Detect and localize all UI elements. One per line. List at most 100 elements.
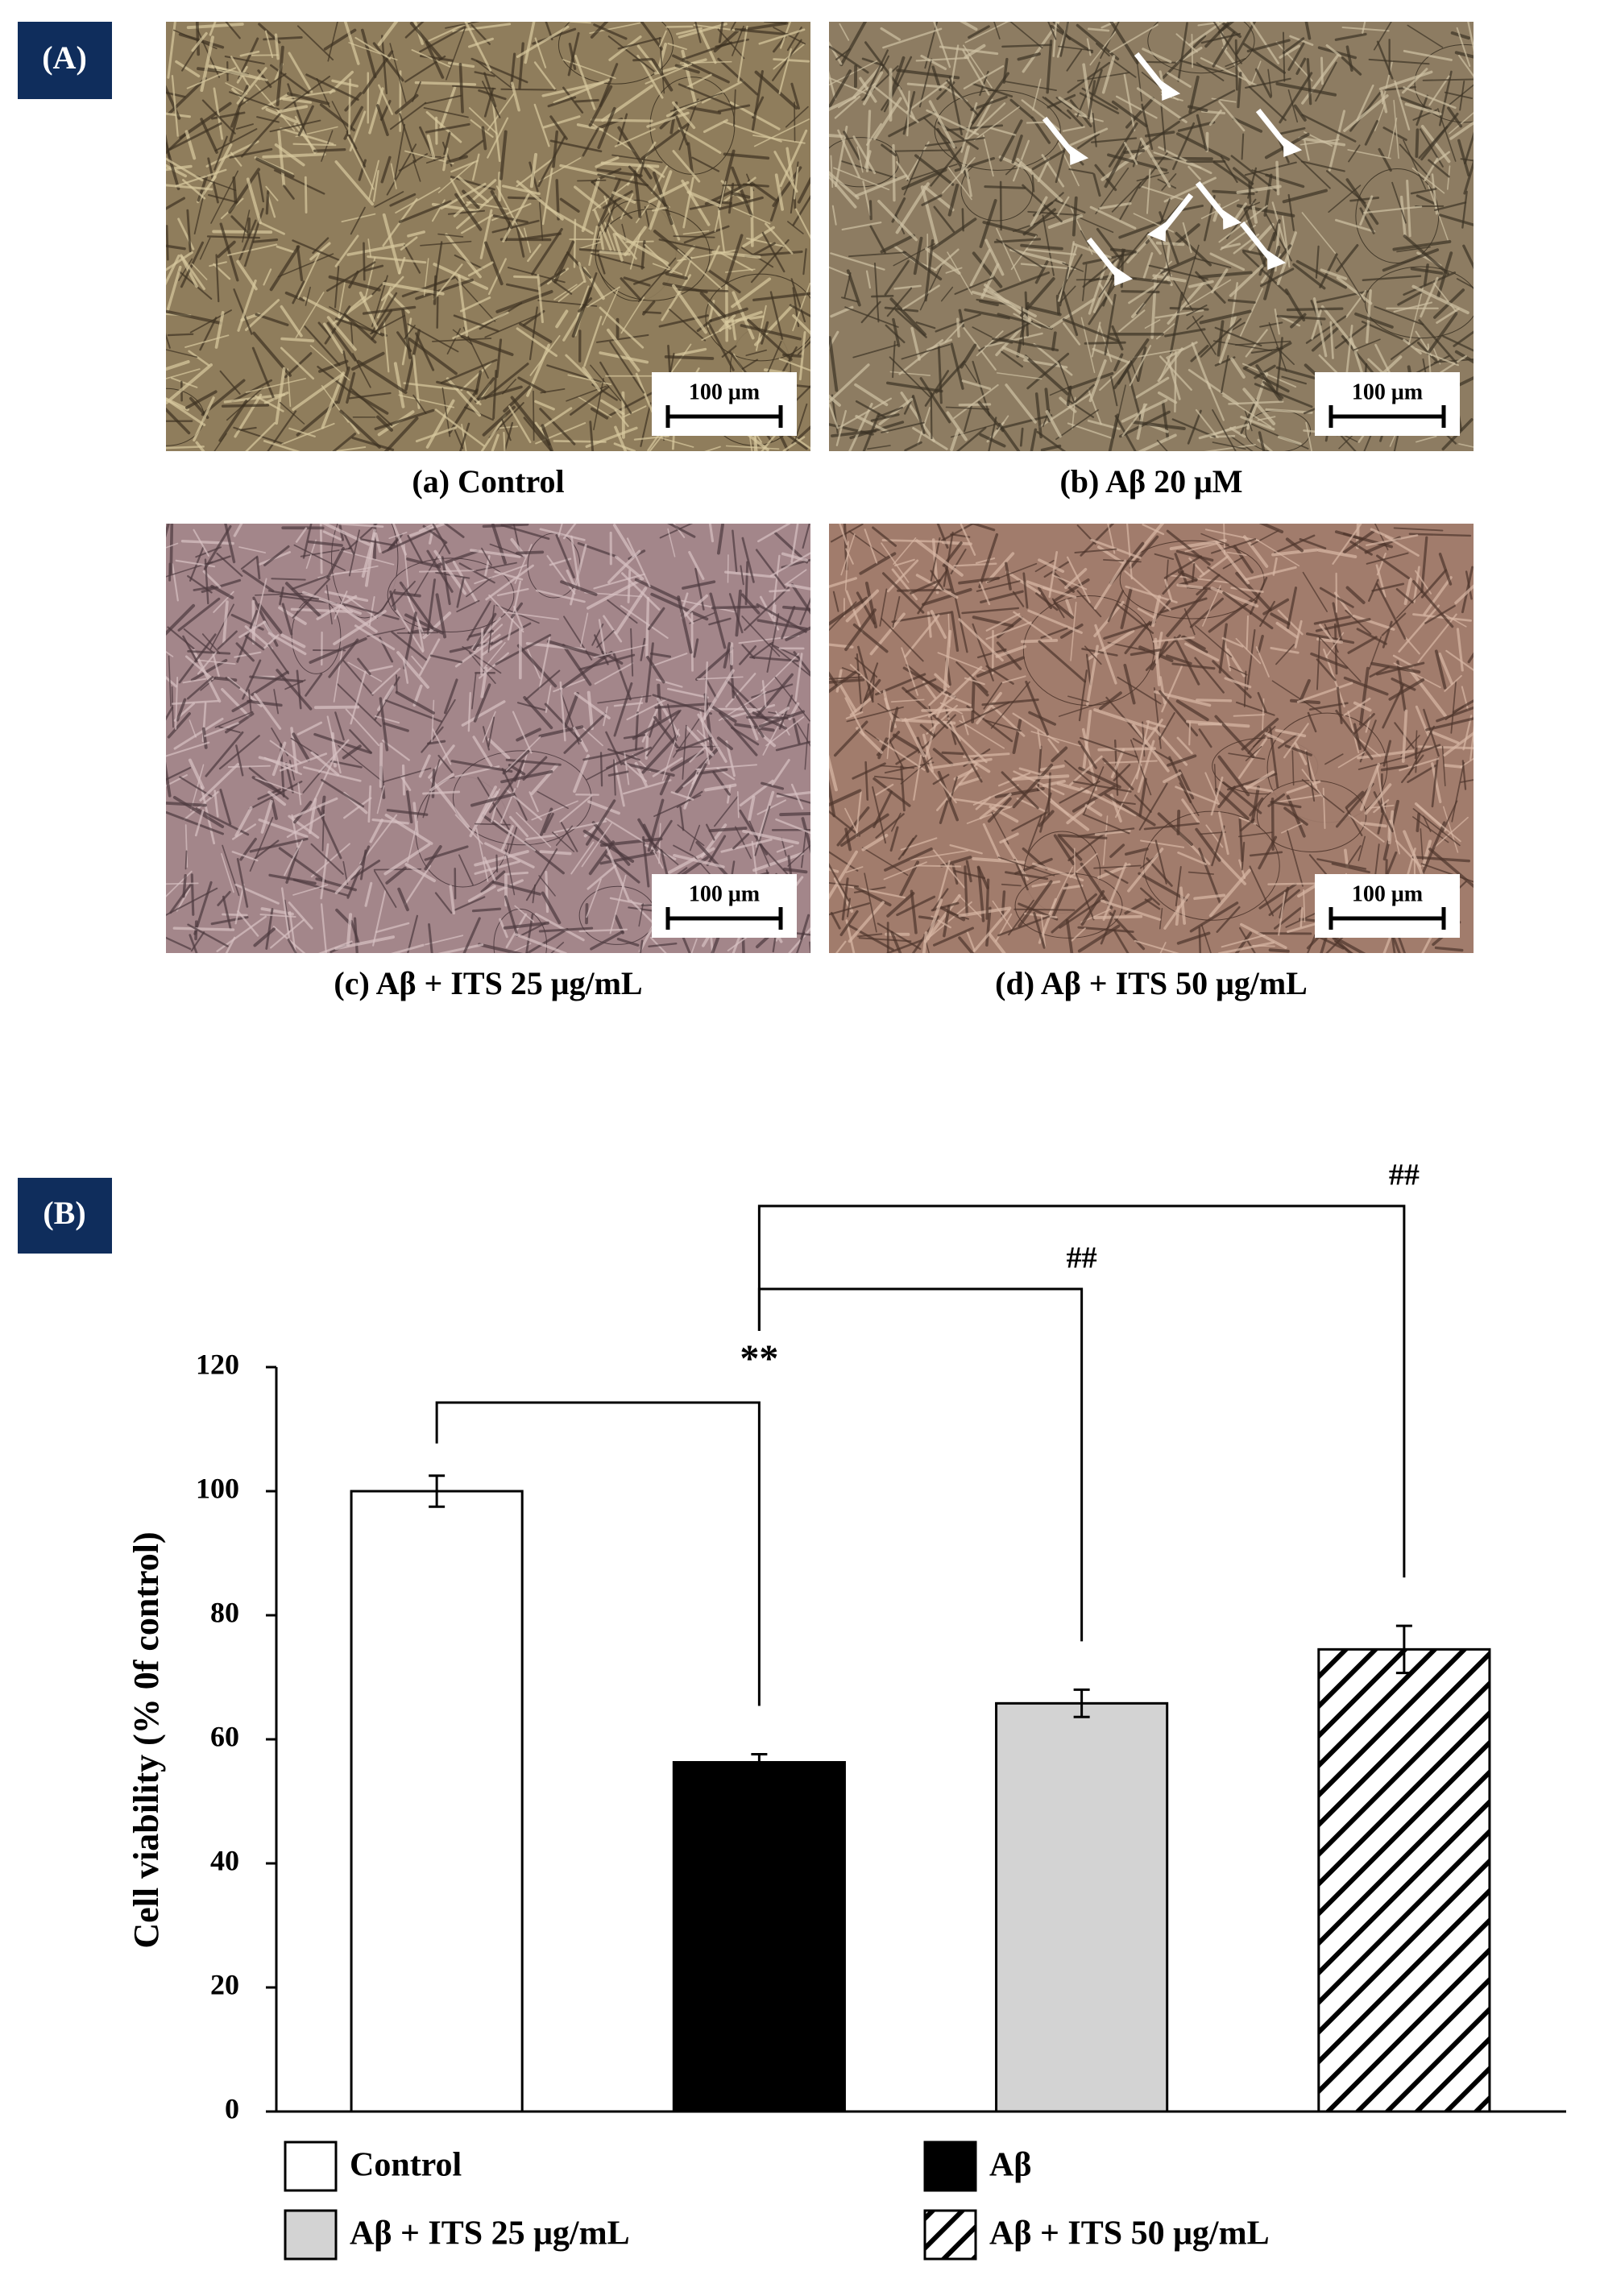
cell-stroke: [458, 139, 484, 160]
cell-stroke: [1275, 81, 1337, 97]
cell-stroke: [1403, 578, 1412, 606]
cell-stroke: [771, 759, 790, 786]
cell-stroke: [166, 761, 172, 798]
cell-stroke: [924, 762, 957, 804]
cell-stroke: [781, 552, 808, 562]
cell-stroke: [1107, 590, 1125, 623]
cell-stroke: [563, 712, 607, 754]
cell-stroke: [857, 933, 883, 938]
cell-stroke: [1186, 279, 1232, 308]
cell-stroke: [1177, 851, 1208, 865]
cell-stroke: [830, 911, 841, 930]
cell-stroke: [466, 391, 482, 406]
cell-stroke: [541, 891, 562, 925]
cell-stroke: [1221, 242, 1241, 250]
cell-stroke: [184, 824, 189, 868]
cell-stroke: [344, 92, 363, 112]
cell-stroke: [1420, 536, 1428, 594]
cell-stroke: [251, 776, 282, 794]
cell-stroke: [852, 344, 899, 358]
cell-stroke: [176, 888, 191, 912]
cell-stroke: [1264, 731, 1284, 744]
cell-stroke: [1420, 863, 1474, 883]
cell-stroke: [1058, 700, 1109, 717]
cell-stroke: [204, 558, 209, 605]
cell-stroke: [965, 168, 972, 197]
cell-stroke: [1138, 782, 1168, 831]
cell-stroke: [1384, 85, 1416, 91]
cell-stroke: [984, 238, 1005, 276]
arrow-head: [1146, 222, 1167, 242]
error-bar: [1395, 1624, 1412, 1675]
cell-stroke: [1051, 746, 1068, 763]
cell-stroke: [1066, 556, 1091, 603]
cell-stroke: [1059, 623, 1084, 639]
cell-stroke: [1242, 43, 1286, 74]
cell-stroke: [477, 777, 510, 831]
cell-stroke: [888, 110, 937, 138]
cell-stroke: [1066, 385, 1072, 407]
cell-stroke: [375, 104, 389, 136]
cell-stroke: [954, 798, 1011, 809]
cell-stroke: [286, 814, 325, 838]
cell-stroke: [452, 23, 512, 33]
cell-stroke: [754, 806, 771, 856]
cell-stroke: [785, 583, 810, 591]
cell-stroke: [668, 245, 696, 276]
cell-stroke: [835, 940, 847, 953]
cell-stroke: [832, 591, 839, 612]
cell-stroke: [1190, 344, 1209, 363]
cell-stroke: [961, 607, 1020, 615]
cell-stroke: [1111, 175, 1149, 213]
cell-stroke: [902, 708, 951, 723]
cell-stroke: [984, 332, 1043, 348]
cell-stroke: [771, 554, 781, 617]
cell-stroke: [1233, 545, 1254, 574]
cell-stroke: [936, 762, 978, 811]
cell-stroke: [1324, 753, 1344, 765]
cell-stroke: [493, 819, 537, 852]
cell-stroke: [741, 615, 781, 657]
cell-stroke: [1354, 312, 1394, 329]
cell-stroke: [269, 245, 301, 292]
cell-stroke: [1428, 848, 1474, 889]
cell-stroke: [508, 827, 518, 856]
cell-stroke: [516, 812, 552, 848]
cell-stroke: [1163, 772, 1182, 784]
cell-stroke: [475, 827, 489, 882]
cell-stroke: [829, 173, 857, 209]
cell-stroke: [652, 171, 674, 226]
cell-stroke: [1145, 634, 1181, 671]
cell-stroke: [581, 177, 601, 233]
cell-stroke: [587, 800, 620, 815]
cell-stroke: [190, 873, 195, 916]
cell-stroke: [772, 166, 802, 208]
cell-stroke: [844, 306, 899, 328]
cell-stroke: [958, 403, 992, 407]
cell-stroke: [166, 184, 213, 191]
cell-stroke: [1177, 121, 1216, 132]
cell-stroke: [949, 843, 983, 855]
cell-stroke: [1013, 216, 1055, 232]
cell-stroke: [490, 189, 513, 230]
cell-stroke: [418, 570, 475, 573]
cell-stroke: [801, 829, 807, 868]
cell-stroke: [950, 665, 983, 698]
cell-stroke: [1359, 207, 1375, 234]
cell-stroke: [940, 524, 975, 542]
cell-stroke: [1013, 611, 1053, 640]
cell-stroke: [253, 839, 280, 860]
cell-stroke: [436, 296, 439, 329]
cell-stroke: [753, 118, 810, 147]
cell-stroke: [1005, 871, 1049, 881]
cell-stroke: [166, 676, 178, 688]
cell-stroke: [1360, 821, 1387, 828]
cell-stroke: [942, 157, 976, 194]
cell-stroke: [1199, 555, 1229, 578]
cell-stroke: [460, 361, 492, 392]
cell-stroke: [686, 142, 694, 175]
cell-stroke: [931, 757, 993, 769]
cell-stroke: [1086, 38, 1092, 56]
cell-stroke: [1179, 205, 1204, 212]
cell-stroke: [1438, 213, 1474, 226]
